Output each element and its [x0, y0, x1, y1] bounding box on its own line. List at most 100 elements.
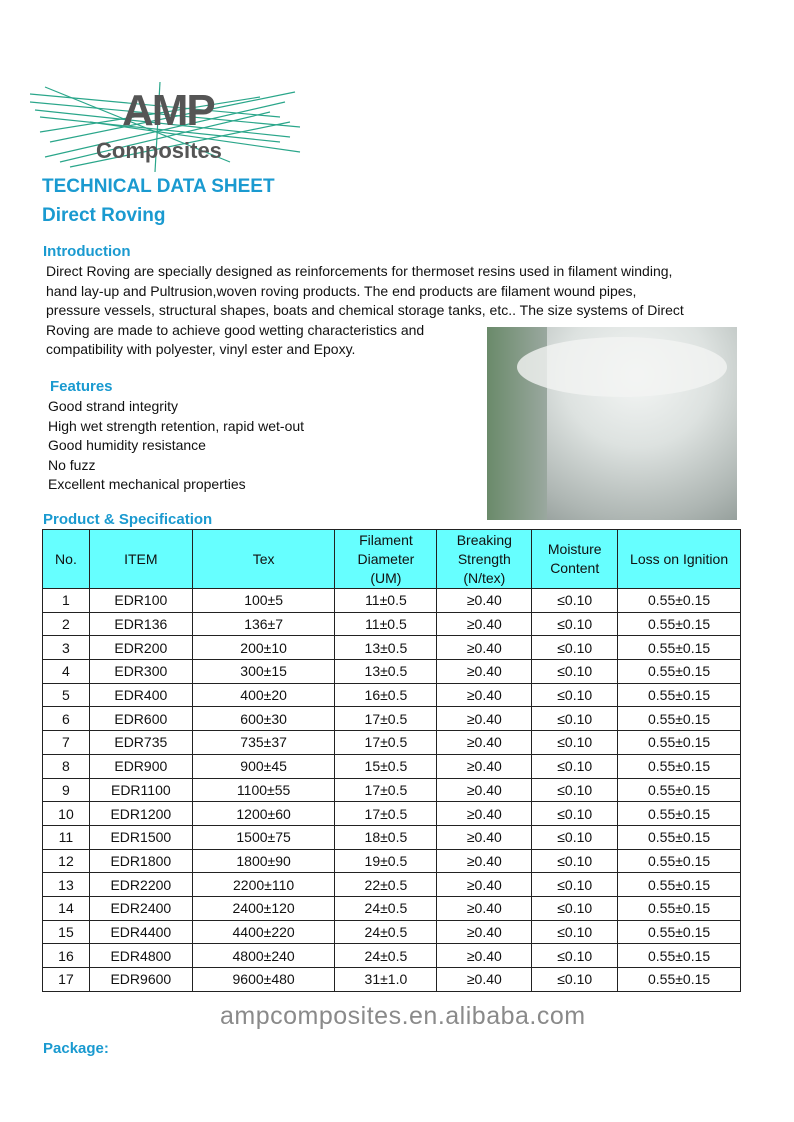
table-cell: 0.55±0.15 [617, 706, 741, 732]
table-cell: 0.55±0.15 [617, 801, 741, 826]
table-cell: 13 [42, 872, 90, 897]
spec-heading: Product & Specification [43, 511, 213, 528]
table-cell: 0.55±0.15 [617, 730, 741, 755]
logo-amp-text: AMP [122, 86, 216, 135]
table-cell: 900±45 [191, 753, 336, 779]
table-cell: ≤0.10 [531, 895, 619, 921]
table-cell: EDR2400 [88, 895, 193, 921]
table-cell: 17±0.5 [334, 801, 438, 826]
intro-line: pressure vessels, structural shapes, boa… [46, 302, 684, 318]
table-cell: ≤0.10 [531, 848, 619, 874]
table-cell: 0.55±0.15 [617, 895, 741, 921]
table-cell: 1200±60 [191, 801, 336, 826]
table-cell: 17±0.5 [334, 706, 438, 732]
table-row: 2 EDR136 136±7 11±0.5 ≥0.40 ≤0.10 0.55±0.15 [42, 611, 741, 637]
table-cell: 2400±120 [191, 895, 336, 921]
table-cell: ≤0.10 [531, 753, 619, 779]
table-row: 10 EDR1200 1200±60 17±0.5 ≥0.40 ≤0.10 0.55±0.1… [42, 801, 741, 826]
table-row: 11 EDR1500 1500±75 18±0.5 ≥0.40 ≤0.10 0.55±0.1… [42, 824, 741, 850]
table-cell: ≥0.40 [436, 943, 533, 968]
column-header: Breaking Strength (N/tex) [436, 529, 533, 589]
table-cell: 0.55±0.15 [617, 635, 741, 661]
table-cell: ≥0.40 [436, 706, 533, 732]
table-cell: ≤0.10 [531, 919, 619, 945]
table-cell: 2200±110 [191, 872, 336, 897]
table-cell: ≤0.10 [531, 824, 619, 850]
table-cell: ≤0.10 [531, 872, 619, 897]
table-row: 16 EDR4800 4800±240 24±0.5 ≥0.40 ≤0.10 0.55±0.… [42, 943, 741, 968]
table-cell: 200±10 [191, 635, 336, 661]
table-cell: ≥0.40 [436, 777, 533, 803]
features-list: Good strand integrity High wet strength … [48, 397, 304, 495]
table-cell: 1100±55 [191, 777, 336, 803]
table-cell: ≥0.40 [436, 753, 533, 779]
table-cell: EDR400 [88, 682, 193, 708]
column-header: ITEM [88, 529, 193, 589]
table-cell: 13±0.5 [334, 635, 438, 661]
table-cell: 9600±480 [191, 967, 336, 992]
table-row: 15 EDR4400 4400±220 24±0.5 ≥0.40 ≤0.10 0.55±0.… [42, 919, 741, 945]
table-cell: ≥0.40 [436, 919, 533, 945]
table-row: 4 EDR300 300±15 13±0.5 ≥0.40 ≤0.10 0.55±0.15 [42, 659, 741, 684]
table-row: 14 EDR2400 2400±120 24±0.5 ≥0.40 ≤0.10 0.55±0.… [42, 895, 741, 921]
table-cell: EDR1200 [88, 801, 193, 826]
table-cell: 0.55±0.15 [617, 777, 741, 803]
table-cell: 600±30 [191, 706, 336, 732]
table-cell: ≤0.10 [531, 967, 619, 992]
intro-heading: Introduction [43, 243, 131, 260]
package-heading: Package: [43, 1040, 109, 1057]
table-cell: ≥0.40 [436, 848, 533, 874]
table-cell: EDR4400 [88, 919, 193, 945]
table-cell: ≤0.10 [531, 659, 619, 684]
table-cell: EDR300 [88, 659, 193, 684]
table-cell: 12 [42, 848, 90, 874]
table-cell: ≤0.10 [531, 706, 619, 732]
table-cell: 13±0.5 [334, 659, 438, 684]
table-cell: 4400±220 [191, 919, 336, 945]
table-cell: 24±0.5 [334, 943, 438, 968]
table-cell: 16±0.5 [334, 682, 438, 708]
table-cell: 0.55±0.15 [617, 611, 741, 637]
table-row: 17 EDR9600 9600±480 31±1.0 ≥0.40 ≤0.10 0.55±0.… [42, 967, 741, 992]
table-cell: 735±37 [191, 730, 336, 755]
table-cell: ≥0.40 [436, 611, 533, 637]
table-cell: ≤0.10 [531, 682, 619, 708]
table-cell: 0.55±0.15 [617, 588, 741, 613]
table-row: 7 EDR735 735±37 17±0.5 ≥0.40 ≤0.10 0.55±0.15 [42, 730, 741, 755]
feature-item: Good strand integrity [48, 398, 178, 414]
intro-text: Direct Roving are specially designed as … [46, 262, 684, 360]
table-cell: 8 [42, 753, 90, 779]
table-cell: 15±0.5 [334, 753, 438, 779]
table-cell: 18±0.5 [334, 824, 438, 850]
table-cell: EDR1800 [88, 848, 193, 874]
table-cell: EDR1100 [88, 777, 193, 803]
logo-lines-graphic [29, 81, 301, 173]
table-row: 8 EDR900 900±45 15±0.5 ≥0.40 ≤0.10 0.55±0.15 [42, 753, 741, 779]
table-cell: 24±0.5 [334, 895, 438, 921]
table-cell: EDR2200 [88, 872, 193, 897]
table-cell: 16 [42, 943, 90, 968]
table-cell: ≥0.40 [436, 659, 533, 684]
table-cell: 19±0.5 [334, 848, 438, 874]
table-cell: 24±0.5 [334, 919, 438, 945]
document-subtitle: Direct Roving [42, 205, 166, 226]
column-header: No. [42, 529, 90, 589]
table-cell: 1 [42, 588, 90, 613]
table-cell: EDR900 [88, 753, 193, 779]
table-cell: 0.55±0.15 [617, 848, 741, 874]
table-cell: 14 [42, 895, 90, 921]
table-cell: EDR9600 [88, 967, 193, 992]
table-cell: ≥0.40 [436, 824, 533, 850]
table-cell: 7 [42, 730, 90, 755]
table-header-row: No. ITEM Tex Filament Diameter (UM) Breaking… [42, 529, 741, 589]
table-cell: EDR136 [88, 611, 193, 637]
table-cell: 0.55±0.15 [617, 659, 741, 684]
table-cell: EDR735 [88, 730, 193, 755]
table-cell: ≤0.10 [531, 611, 619, 637]
table-cell: 9 [42, 777, 90, 803]
table-cell: 22±0.5 [334, 872, 438, 897]
table-cell: ≤0.10 [531, 635, 619, 661]
table-cell: EDR4800 [88, 943, 193, 968]
table-cell: 11±0.5 [334, 588, 438, 613]
